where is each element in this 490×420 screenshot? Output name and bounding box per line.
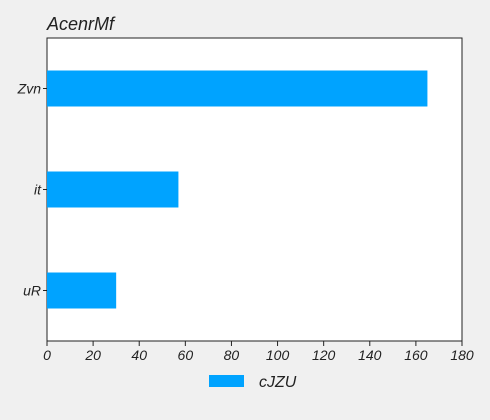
x-tick-label: 40 <box>131 347 147 363</box>
x-tick-label: 140 <box>358 347 382 363</box>
bar-Zvn <box>47 70 428 107</box>
x-tick-label: 100 <box>266 347 290 363</box>
x-tick-label: 160 <box>404 347 428 363</box>
y-tick-label: Zvn <box>17 81 42 97</box>
y-axis: Zvn it uR <box>17 81 47 299</box>
y-tick-label: uR <box>23 283 41 299</box>
x-tick-label: 180 <box>450 347 474 363</box>
bars-group <box>47 70 428 309</box>
legend-label: cJZU <box>259 374 297 391</box>
x-tick-label: 120 <box>312 347 336 363</box>
bar-it <box>47 171 179 208</box>
x-axis: 0 20 40 60 80 100 120 140 160 180 <box>43 341 474 363</box>
x-tick-label: 60 <box>178 347 194 363</box>
chart-title: AcenrMf <box>46 14 116 34</box>
y-tick-label: it <box>34 182 42 198</box>
legend: cJZU <box>209 374 297 391</box>
bar-uR <box>47 272 117 309</box>
x-tick-label: 20 <box>84 347 101 363</box>
legend-swatch <box>209 375 244 387</box>
x-tick-label: 80 <box>224 347 240 363</box>
x-tick-label: 0 <box>43 347 51 363</box>
